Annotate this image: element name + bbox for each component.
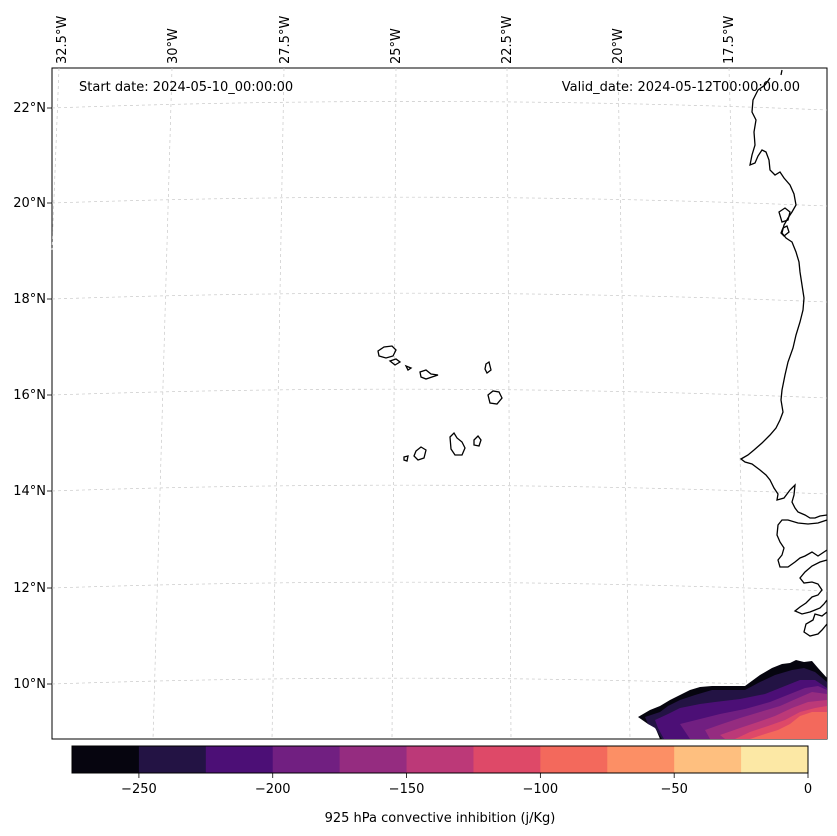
lat-label: 14°N	[13, 484, 46, 499]
lon-label: 17.5°W	[722, 16, 737, 64]
lat-label: 10°N	[13, 677, 46, 692]
lon-label: 30°W	[166, 28, 181, 64]
lon-label: 32.5°W	[55, 16, 70, 64]
lon-label: 20°W	[611, 28, 626, 64]
colorbar-tick-label: −50	[660, 782, 687, 797]
valid-date-label: Valid_date: 2024-05-12T00:00:00.00	[562, 80, 800, 95]
cape-verde-islands	[377, 345, 503, 462]
lon-label: 22.5°W	[500, 16, 515, 64]
lat-label: 20°N	[13, 196, 46, 211]
lat-label: 22°N	[13, 101, 46, 116]
colorbar-swatch	[339, 746, 408, 773]
colorbar-swatch	[406, 746, 474, 773]
colorbar-swatch	[540, 746, 608, 773]
lat-label: 18°N	[13, 292, 46, 307]
start-date-label: Start date: 2024-05-10_00:00:00	[79, 80, 293, 95]
latitude-labels: 22°N 20°N 18°N 16°N 14°N 12°N 10°N	[13, 101, 46, 692]
lon-label: 27.5°W	[278, 16, 293, 64]
colorbar-tick-label: −200	[255, 782, 291, 797]
lon-label: 25°W	[389, 28, 404, 64]
cin-contour-level-8	[750, 712, 827, 739]
colorbar-swatch	[138, 746, 207, 773]
colorbar-swatch	[741, 746, 809, 773]
map-frame	[51, 67, 828, 740]
colorbar-swatch	[674, 746, 742, 773]
colorbar-tick-label: −100	[523, 782, 559, 797]
colorbar-swatch	[272, 746, 341, 773]
latitude-ticks	[47, 107, 52, 685]
gridlines	[51, 67, 828, 740]
colorbar-tick-label: −250	[121, 782, 157, 797]
cin-contours	[638, 660, 827, 739]
colorbar-swatch	[72, 746, 140, 773]
colorbar	[72, 746, 809, 773]
lat-label: 12°N	[13, 581, 46, 596]
colorbar-outline	[71, 745, 809, 774]
colorbar-tick-label: 0	[804, 782, 812, 797]
colorbar-swatch	[473, 746, 541, 773]
colorbar-swatch	[607, 746, 675, 773]
colorbar-swatch	[205, 746, 274, 773]
lat-label: 16°N	[13, 388, 46, 403]
colorbar-label: 925 hPa convective inhibition (j/Kg)	[325, 811, 556, 826]
coastline	[739, 69, 828, 637]
longitude-labels: 32.5°W 30°W 27.5°W 25°W 22.5°W 20°W 17.5…	[55, 16, 737, 64]
colorbar-tick-label: −150	[389, 782, 425, 797]
colorbar-ticks: −250 −200 −150 −100 −50 0	[121, 773, 812, 797]
